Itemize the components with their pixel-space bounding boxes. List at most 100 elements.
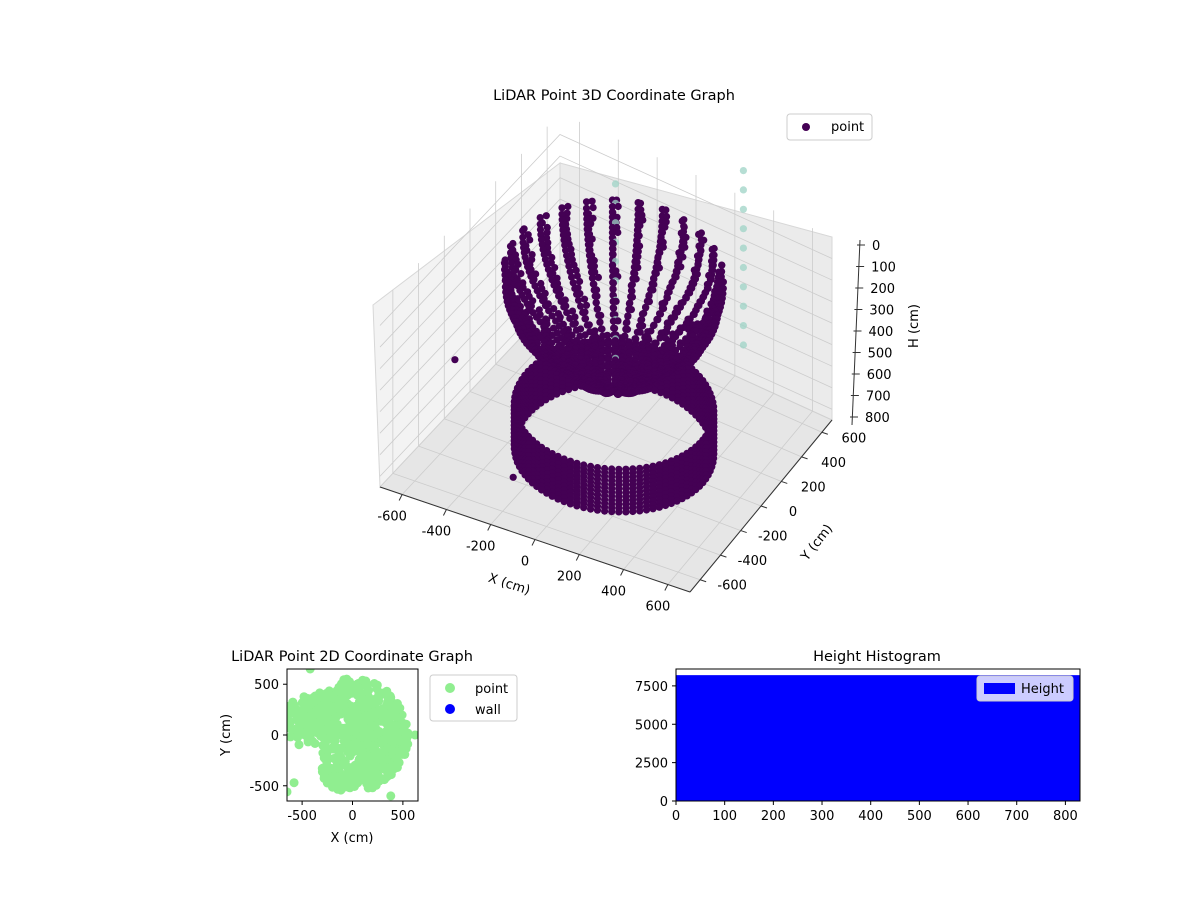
y-tick-label-hist: 5000 bbox=[635, 718, 668, 733]
scatter-point-2d bbox=[361, 678, 371, 688]
series-point-2d bbox=[287, 669, 418, 801]
scatter-point-2d bbox=[297, 729, 307, 739]
scatter-point-3d bbox=[577, 302, 585, 310]
scatter-point-3d bbox=[614, 202, 622, 211]
scatter-point-3d bbox=[594, 273, 603, 281]
scatter-point-3d bbox=[526, 236, 534, 244]
scatter-point-2d bbox=[303, 737, 313, 747]
scatter-point-2d bbox=[364, 685, 374, 695]
scatter-point-3d bbox=[649, 505, 657, 513]
x-tick-label-3d: 0 bbox=[521, 555, 529, 570]
scatter-point-3d bbox=[555, 322, 564, 330]
chart-3d: LiDAR Point 3D Coordinate Graph -600 -400… bbox=[372, 88, 922, 615]
scatter-point-3d bbox=[591, 292, 599, 300]
scatter-point-3d bbox=[582, 198, 591, 206]
scatter-point-3d bbox=[569, 320, 577, 328]
scatter-point-3d bbox=[651, 386, 659, 394]
scatter-point-3d bbox=[584, 230, 592, 238]
scatter-point-3d bbox=[593, 305, 601, 313]
chart-histogram: Height Histogram 0 100 200 300 400 500 600 700 8… bbox=[635, 649, 1081, 824]
scatter-point-3d bbox=[564, 202, 572, 211]
scatter-point-3d bbox=[612, 297, 620, 305]
z-tick-label-3d: 100 bbox=[871, 261, 896, 276]
scatter-point-2d bbox=[327, 706, 337, 716]
scatter-point-3d bbox=[582, 301, 591, 309]
scatter-point-3d bbox=[609, 317, 618, 325]
scatter-point-3d bbox=[583, 321, 592, 329]
scatter-point-3d bbox=[739, 167, 748, 175]
scatter-point-2d bbox=[356, 688, 366, 698]
scatter-point-3d bbox=[638, 310, 647, 318]
scatter-point-3d bbox=[739, 225, 748, 233]
scatter-point-2d bbox=[386, 791, 396, 801]
z-tick-label-3d: 200 bbox=[870, 282, 895, 297]
scatter-point-3d bbox=[580, 504, 588, 512]
scatter-point-3d bbox=[557, 297, 565, 305]
scatter-point-3d bbox=[582, 204, 591, 212]
scatter-point-2d bbox=[349, 709, 358, 719]
legend-2d-label-point: point bbox=[475, 682, 508, 697]
ticks-2d: -500 0 500 500 0 -500 bbox=[249, 678, 415, 824]
scatter-point-3d bbox=[622, 508, 630, 516]
scatter-point-3d bbox=[573, 502, 581, 510]
x-tick-mark-3d bbox=[487, 524, 492, 531]
scatter-point-2d bbox=[349, 775, 359, 785]
x-tick-label-hist: 0 bbox=[672, 809, 680, 824]
ticks-hist: 0 100 200 300 400 500 600 700 800 0 2500 5000 7500 bbox=[635, 680, 1078, 824]
x-tick-label-hist: 500 bbox=[907, 809, 932, 824]
scatter-point-3d bbox=[667, 499, 675, 508]
scatter-point-3d bbox=[568, 307, 577, 315]
scatter-point-2d bbox=[379, 746, 389, 756]
grid-line bbox=[667, 410, 813, 585]
scatter-point-3d bbox=[587, 505, 595, 513]
x-tick-label-hist: 300 bbox=[810, 809, 835, 824]
scatter-point-3d bbox=[673, 497, 681, 505]
scatter-point-3d bbox=[589, 204, 597, 212]
x-tick-label-hist: 600 bbox=[956, 809, 981, 824]
y-tick-mark-3d bbox=[760, 505, 768, 509]
scatter-point-3d bbox=[627, 281, 635, 290]
scatter-point-2d bbox=[386, 707, 396, 717]
scatter-point-3d bbox=[661, 501, 670, 510]
z-tick-label-3d: 300 bbox=[869, 304, 894, 319]
scatter-point-3d bbox=[571, 384, 579, 392]
x-tick-mark-3d bbox=[442, 509, 447, 516]
y-tick-label-3d: 600 bbox=[841, 431, 866, 446]
scatter-point-3d bbox=[583, 215, 591, 223]
scatter-point-2d bbox=[386, 693, 396, 703]
scatter-point-2d bbox=[359, 713, 369, 723]
y-tick-mark-3d bbox=[821, 431, 829, 435]
scatter-point-3d bbox=[552, 286, 560, 294]
scatter-point-2d bbox=[366, 781, 376, 791]
scatter-point-3d bbox=[565, 262, 573, 270]
scatter-point-2d bbox=[347, 688, 357, 698]
x-tick-label-hist: 200 bbox=[761, 809, 786, 824]
x-tick-label-3d: -200 bbox=[466, 540, 496, 555]
scatter-point-2d bbox=[368, 712, 378, 722]
scatter-point-3d bbox=[636, 507, 644, 515]
y-axis-label-2d: Y (cm) bbox=[219, 714, 234, 757]
scatter-point-3d bbox=[634, 264, 642, 272]
x-tick-label-3d: -400 bbox=[422, 525, 452, 540]
scatter-point-3d bbox=[656, 334, 664, 342]
grid-line bbox=[379, 155, 833, 348]
scatter-point-2d bbox=[374, 772, 384, 782]
scatter-point-2d bbox=[336, 693, 346, 703]
z-tick-label-3d: 500 bbox=[868, 347, 893, 362]
scatter-point-3d bbox=[583, 210, 591, 218]
grid-line bbox=[379, 134, 833, 326]
z-tick-label-3d: 0 bbox=[872, 239, 880, 254]
scatter-point-2d bbox=[362, 751, 372, 761]
legend-2d: point wall bbox=[429, 674, 518, 722]
y-tick-label-3d: -600 bbox=[717, 579, 747, 594]
scatter-point-3d bbox=[590, 280, 598, 288]
scatter-point-3d bbox=[637, 316, 645, 324]
x-tick-label-hist: 100 bbox=[712, 809, 737, 824]
scatter-point-3d bbox=[663, 391, 671, 399]
scatter-point-2d bbox=[402, 734, 411, 744]
scatter-point-2d bbox=[305, 669, 315, 674]
scatter-point-3d bbox=[584, 241, 593, 249]
scatter-point-3d bbox=[608, 262, 617, 270]
scatter-point-3d bbox=[611, 180, 620, 188]
